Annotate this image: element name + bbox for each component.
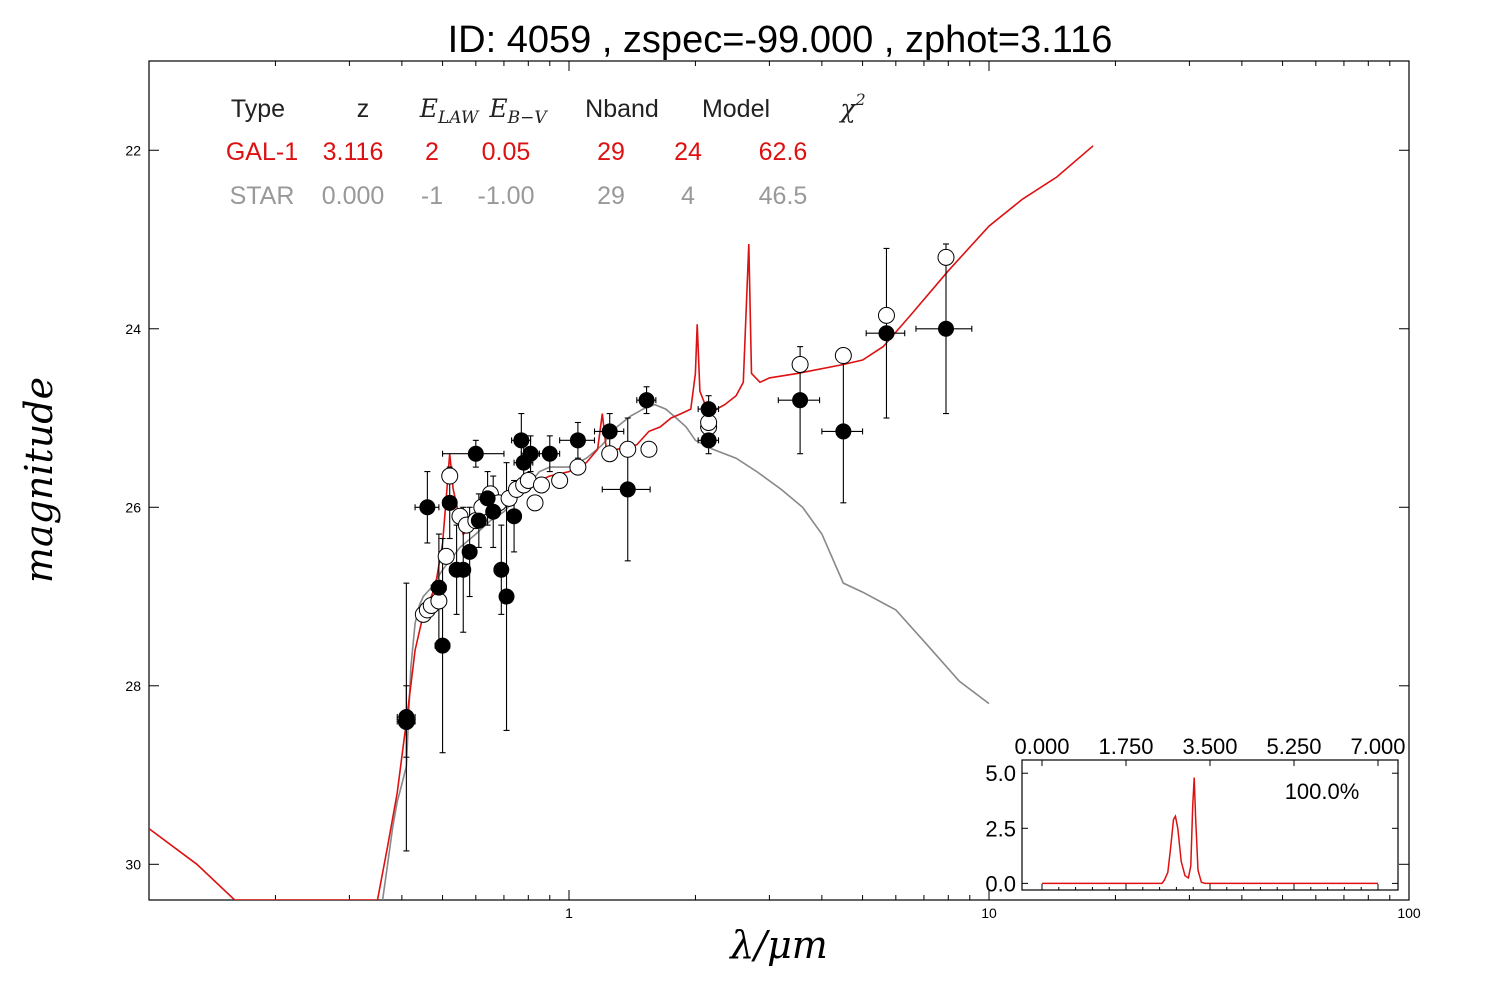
observed-magnitude-point [700,432,717,449]
observed-magnitude-point [569,432,586,449]
table-header: χ2 [838,90,865,123]
model-magnitude-point [791,355,809,373]
star-model-curve [381,403,990,900]
observed-magnitude-point [493,561,510,578]
plot-frame [148,60,1410,901]
inset-x-tick-label: 7.000 [1350,734,1405,759]
table-header: EB−V [488,94,548,128]
observed-magnitude-point [506,508,523,525]
y-tick-label: 24 [125,321,141,337]
observed-magnitude-point [835,423,852,440]
table-cell: STAR [230,182,295,210]
table-cell: 46.5 [759,182,808,210]
table-header: Model [702,95,770,123]
observed-magnitude-point [470,512,487,529]
table-header: ELAW [419,94,480,128]
table-cell: 24 [674,138,702,166]
model-magnitude-point [601,445,619,463]
y-axis-label: magnitude [17,377,61,583]
x-tick-label: 10 [981,905,997,921]
table-cell: -1 [421,182,443,210]
inset-y-tick-label: 0.0 [985,871,1016,896]
x-axis-ticks: 1 10 100 [274,61,1421,921]
table-cell: GAL-1 [226,138,298,166]
model-magnitude-point [441,467,459,485]
observed-magnitude-point [938,320,955,337]
table-header-subscript: LAW [437,108,480,128]
model-magnitude-point [877,306,895,324]
inset-pdf-line [1042,777,1378,885]
inset-y-tick-label: 2.5 [985,816,1016,841]
observed-magnitude-point [498,588,515,605]
table-cell: 2 [425,138,439,166]
observed-magnitude-point [700,401,717,418]
observed-magnitude-point [619,481,636,498]
table-cell: 3.116 [323,138,384,166]
observed-magnitude-point [485,503,502,520]
model-magnitude-point [437,547,455,565]
inset-x-tick-label: 5.250 [1266,734,1321,759]
table-header-superscript: 2 [854,90,865,109]
model-magnitude-point [640,440,658,458]
table-cell: 29 [597,138,625,166]
data-points [397,248,955,730]
table-cell: 0.05 [482,138,531,166]
model-magnitude-point [834,347,852,365]
table-header-subscript: B−V [507,108,549,128]
inset-ticks: 0.000 1.750 3.500 5.250 7.000 0.0 2.5 5.0 [985,734,1405,896]
inset-frame [1021,759,1399,891]
inset-x-tick-label: 3.500 [1182,734,1237,759]
model-magnitude-point [619,440,637,458]
inset-x-tick-label: 1.750 [1098,734,1153,759]
observed-magnitude-point [467,445,484,462]
inset-y-tick-label: 5.0 [985,761,1016,786]
observed-magnitude-point [522,445,539,462]
y-tick-label: 30 [125,856,141,872]
y-axis-ticks: 22 24 26 28 30 [125,142,1409,872]
x-axis-label: λ/μm [728,923,828,967]
x-tick-label: 100 [1397,905,1421,921]
observed-magnitude-point [398,713,415,730]
observed-magnitude-point [878,325,895,342]
inset-pdf-curve [1042,777,1378,885]
inset-annotation: 100.0% [1285,779,1360,804]
observed-magnitude-point [455,561,472,578]
y-tick-label: 22 [125,142,141,158]
model-magnitude-point [569,458,587,476]
figure-title: ID: 4059 , zspec=-99.000 , zphot=3.116 [448,19,1113,61]
observed-magnitude-point [601,423,618,440]
model-magnitude-point [551,472,569,489]
table-cell: 0.000 [322,182,385,210]
observed-magnitude-point [541,445,558,462]
table-cell: -1.00 [478,182,535,210]
model-magnitude-point [526,494,544,512]
observed-magnitude-point [419,499,436,516]
inset-x-tick-label: 0.000 [1014,734,1069,759]
observed-magnitude-point [461,543,478,560]
table-cell: 29 [597,182,625,210]
x-tick-label: 1 [565,905,573,921]
table-cell: 4 [681,182,695,210]
table-header: z [357,95,370,123]
table-header: Type [231,95,285,123]
observed-magnitude-point [638,392,655,409]
model-magnitude-point [937,248,955,266]
observed-magnitude-point [441,494,458,511]
observed-magnitude-point [513,432,530,449]
observed-magnitude-point [479,490,496,507]
y-tick-label: 26 [125,499,141,515]
table-header: Nband [585,95,659,123]
observed-magnitude-point [792,392,809,409]
pdf-inset: 0.000 1.750 3.500 5.250 7.000 0.0 2.5 5.0 100.0… [985,734,1405,896]
model-magnitude-point [532,476,550,494]
table-cell: 62.6 [759,138,808,166]
observed-magnitude-point [430,579,447,596]
y-tick-label: 28 [125,678,141,694]
fit-results-table: Type z ELAW EB−V Nband Model χ2 GAL-1 3.116 2 0.05… [226,90,866,210]
observed-magnitude-point [434,637,451,654]
